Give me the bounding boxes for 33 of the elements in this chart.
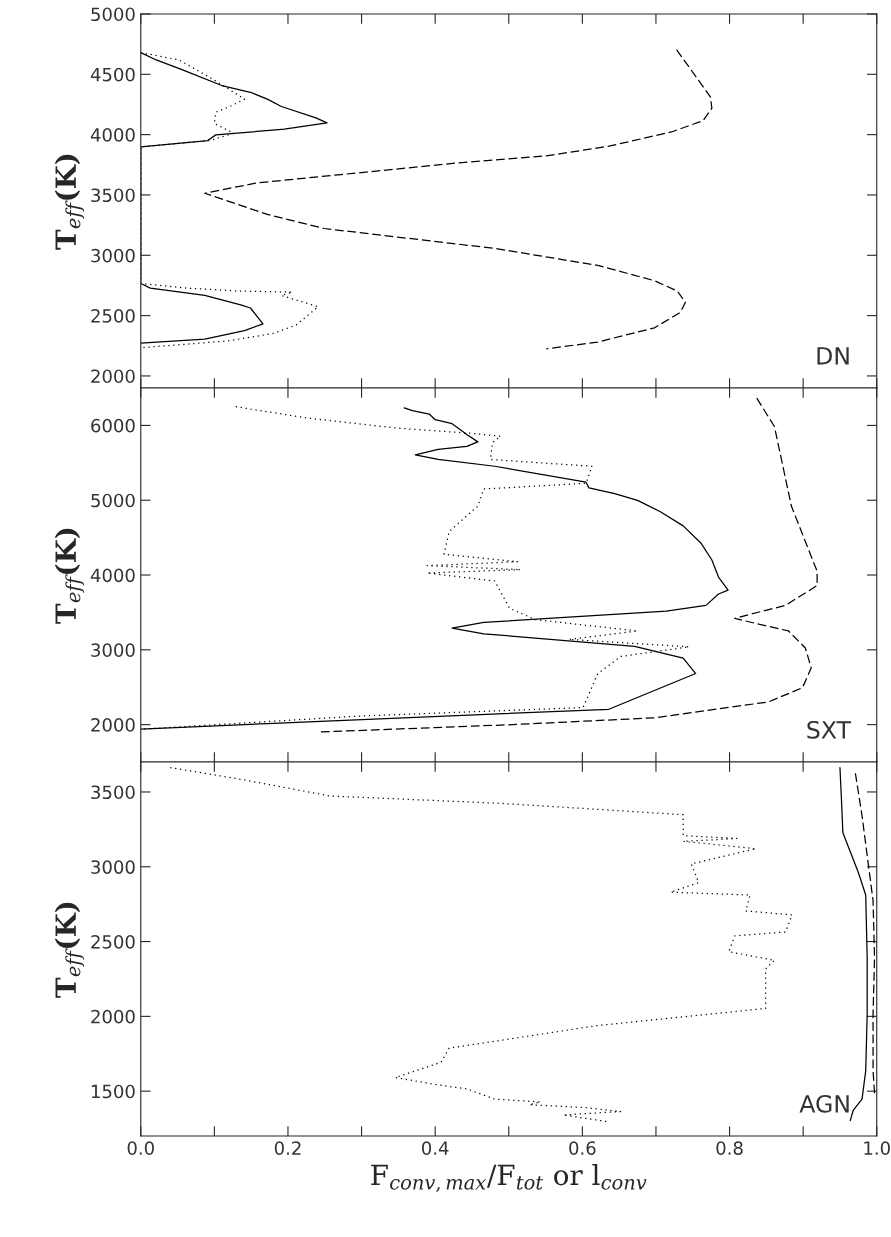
annotation: DN [817,347,849,365]
y-axis-title: T$_{eff}$(K) [54,902,85,998]
y-axis-title: T$_{eff}$(K) [54,528,85,624]
y-tick-label: 3500 [91,785,135,800]
y-tick-label: 3000 [91,860,135,874]
y-tick-label: 1500 [91,1084,135,1099]
x-axis-title: F$_{conv,max}$/F$_{tot}$ or l$_{conv}$ [371,1163,647,1193]
x-tick-label: 0.0 [127,1141,154,1155]
x-tick-label: 0.4 [422,1141,449,1155]
y-tick-label: 4000 [90,128,135,142]
annotation: AGN [799,1094,849,1113]
y-tick-label: 2500 [91,309,135,323]
annotation: SXT [807,720,852,739]
y-tick-label: 6000 [91,418,135,433]
y-tick-label: 3000 [91,248,135,263]
line-series [169,766,793,1123]
line-series [204,49,713,350]
y-tick-label: 4000 [90,568,135,583]
y-tick-label: 3000 [91,643,135,657]
x-tick-label: 0.6 [569,1141,596,1155]
line-series [854,772,876,1095]
y-tick-label: 5000 [91,7,135,22]
y-tick-label: 2000 [91,718,135,732]
x-tick-label: 0.2 [274,1141,301,1155]
y-tick-label: 4500 [90,67,135,82]
y-tick-label: 5000 [91,493,135,508]
y-tick-label: 2500 [91,935,135,949]
y-tick-label: 2000 [91,1009,135,1024]
y-tick-label: 3500 [91,188,135,203]
y-axis-title: T$_{eff}$(K) [54,154,85,250]
y-tick-label: 2000 [91,369,135,384]
x-tick-label: 0.8 [716,1141,743,1155]
x-tick-label: 1.0 [864,1141,890,1155]
